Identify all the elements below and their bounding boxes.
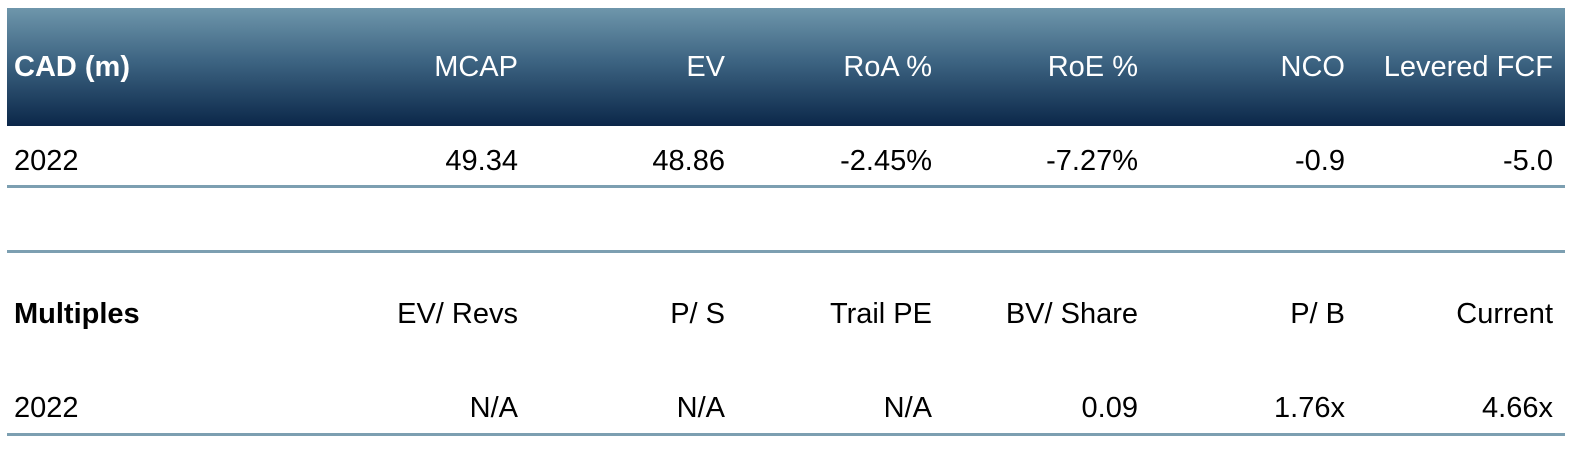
column-header: MCAP xyxy=(434,51,518,83)
table-label: CAD (m) xyxy=(14,51,130,83)
cell-value: 4.66x xyxy=(1482,392,1553,424)
row-rule xyxy=(7,433,1565,436)
column-header: Levered FCF xyxy=(1383,51,1553,83)
cell-value: -0.9 xyxy=(1295,145,1345,177)
column-header: P/ B xyxy=(1290,298,1345,330)
cell-value: -7.27% xyxy=(1046,145,1138,177)
row-label: 2022 xyxy=(14,145,79,177)
row-label: 2022 xyxy=(14,392,79,424)
cell-value: 1.76x xyxy=(1274,392,1345,424)
row-rule xyxy=(7,185,1565,188)
header-band xyxy=(7,8,1565,126)
section-rule xyxy=(7,250,1565,253)
cell-value: N/A xyxy=(676,392,725,424)
column-header: P/ S xyxy=(670,298,725,330)
column-header: RoA % xyxy=(843,51,932,83)
cell-value: 48.86 xyxy=(652,145,725,177)
column-header: RoE % xyxy=(1047,51,1138,83)
table-label: Multiples xyxy=(14,298,140,330)
cell-value: -5.0 xyxy=(1503,145,1553,177)
column-header: EV xyxy=(686,51,725,83)
cell-value: N/A xyxy=(469,392,518,424)
cell-value: 49.34 xyxy=(445,145,518,177)
column-header: EV/ Revs xyxy=(397,298,518,330)
cell-value: -2.45% xyxy=(840,145,932,177)
column-header: BV/ Share xyxy=(1005,298,1138,330)
column-header: Trail PE xyxy=(829,298,932,330)
column-header: NCO xyxy=(1280,51,1345,83)
column-header: Current xyxy=(1456,298,1553,330)
cell-value: 0.09 xyxy=(1081,392,1138,424)
cell-value: N/A xyxy=(883,392,932,424)
